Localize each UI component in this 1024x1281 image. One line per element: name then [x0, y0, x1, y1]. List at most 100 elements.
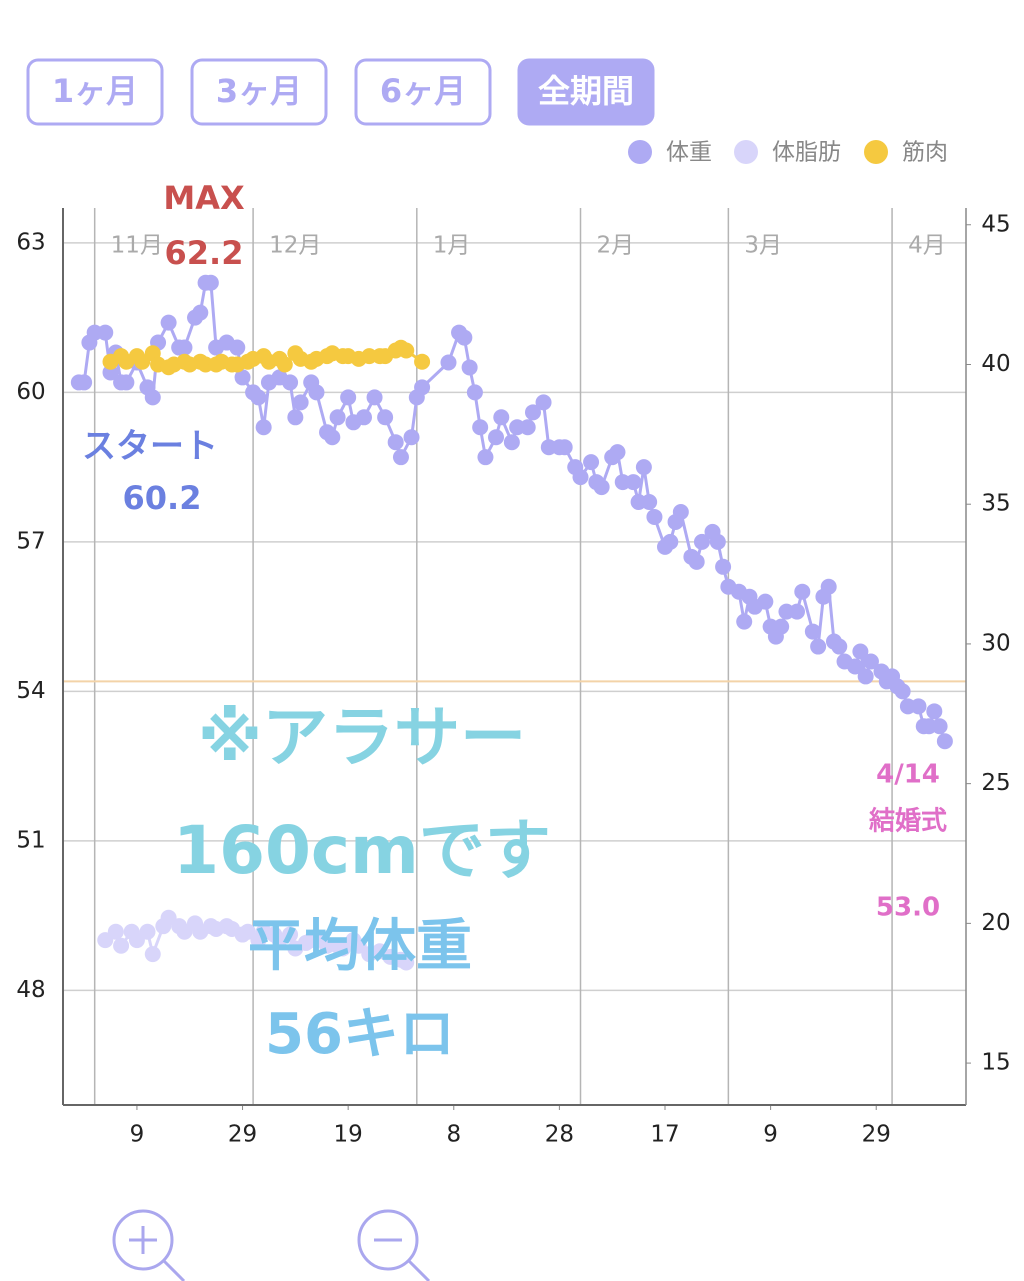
- data-point: [234, 369, 251, 386]
- y2-tick-label: 20: [981, 910, 1010, 936]
- data-point: [662, 533, 679, 550]
- data-point: [820, 578, 837, 595]
- month-label: 4月: [908, 233, 946, 259]
- data-point: [910, 698, 927, 715]
- data-point: [392, 449, 409, 466]
- data-point: [862, 653, 879, 670]
- y-tick-label: 51: [16, 827, 45, 853]
- data-point: [535, 394, 552, 411]
- x-tick-label: 19: [334, 1122, 363, 1148]
- data-point: [356, 409, 372, 426]
- data-point: [255, 419, 272, 436]
- legend-marker: [864, 140, 888, 164]
- annotation: スタート: [82, 427, 218, 467]
- month-label: 3月: [744, 233, 782, 259]
- data-point: [387, 434, 404, 451]
- data-point: [519, 419, 536, 436]
- data-point: [693, 533, 710, 550]
- x-tick-label: 29: [228, 1122, 257, 1148]
- annotation: 62.2: [165, 234, 244, 272]
- data-point: [635, 459, 652, 476]
- data-point: [831, 638, 848, 655]
- x-tick-label: 28: [545, 1122, 574, 1148]
- annotation: 平均体重: [248, 914, 472, 979]
- data-point: [715, 558, 732, 575]
- data-point: [556, 439, 573, 456]
- range-button-label: 1ヶ月: [52, 72, 138, 110]
- legend-label: 筋肉: [902, 140, 948, 166]
- legend-marker: [734, 140, 758, 164]
- data-point: [709, 533, 726, 550]
- legend-label: 体重: [666, 140, 712, 166]
- month-label: 2月: [597, 233, 635, 259]
- y-tick-label: 63: [16, 229, 45, 255]
- data-point: [282, 374, 299, 391]
- range-button[interactable]: 1ヶ月: [26, 58, 164, 126]
- data-point: [477, 449, 494, 466]
- data-point: [609, 444, 626, 461]
- data-point: [672, 503, 689, 520]
- data-point: [794, 583, 811, 600]
- data-point: [97, 324, 114, 341]
- range-button[interactable]: 全期間: [517, 58, 655, 126]
- annotation: 結婚式: [868, 806, 947, 837]
- data-point: [144, 389, 161, 406]
- y2-tick-label: 35: [981, 491, 1010, 517]
- range-button[interactable]: 6ヶ月: [354, 58, 492, 126]
- y-tick-label: 57: [16, 528, 45, 554]
- range-button[interactable]: 3ヶ月: [190, 58, 328, 126]
- data-point: [641, 494, 658, 511]
- annotation: 4/14: [876, 760, 940, 790]
- data-point: [324, 429, 341, 446]
- data-point: [398, 954, 415, 971]
- data-point: [757, 593, 774, 610]
- data-point: [466, 384, 483, 401]
- y-tick-label: 60: [16, 379, 45, 405]
- data-point: [340, 389, 357, 406]
- zoom-in-icon[interactable]: [112, 1209, 186, 1281]
- data-point: [398, 342, 415, 359]
- data-point: [139, 923, 156, 940]
- range-button-box: [517, 58, 655, 126]
- data-point: [625, 474, 642, 491]
- data-point: [503, 434, 520, 451]
- legend-marker: [628, 140, 652, 164]
- data-point: [329, 409, 346, 426]
- y2-tick-label: 30: [981, 630, 1010, 656]
- data-point: [160, 314, 177, 331]
- data-point: [936, 733, 953, 750]
- y2-tick-label: 25: [981, 770, 1010, 796]
- range-button-label: 6ヶ月: [380, 72, 466, 110]
- annotation: 56キロ: [265, 1002, 455, 1067]
- data-point: [773, 618, 790, 635]
- x-tick-label: 17: [650, 1122, 679, 1148]
- data-point: [931, 718, 948, 735]
- data-point: [583, 454, 600, 471]
- data-point: [461, 359, 478, 376]
- data-point: [113, 937, 130, 954]
- x-tick-label: 9: [763, 1122, 778, 1148]
- y-tick-label: 48: [16, 977, 45, 1003]
- data-point: [403, 429, 420, 446]
- data-point: [229, 339, 246, 356]
- data-point: [176, 339, 193, 356]
- data-point: [287, 409, 304, 426]
- y2-tick-label: 40: [981, 351, 1010, 377]
- data-point: [493, 409, 510, 426]
- zoom-out-icon[interactable]: [357, 1209, 431, 1281]
- data-point: [472, 419, 489, 436]
- data-point: [76, 374, 93, 391]
- data-point: [292, 394, 309, 411]
- range-button-label: 3ヶ月: [216, 72, 302, 110]
- data-point: [144, 946, 161, 963]
- y2-tick-label: 45: [981, 211, 1010, 237]
- annotation: MAX: [163, 179, 245, 217]
- range-button-box: [26, 58, 164, 126]
- data-point: [524, 404, 541, 421]
- data-point: [593, 479, 610, 496]
- data-point: [857, 668, 874, 685]
- y2-tick-label: 15: [981, 1050, 1010, 1076]
